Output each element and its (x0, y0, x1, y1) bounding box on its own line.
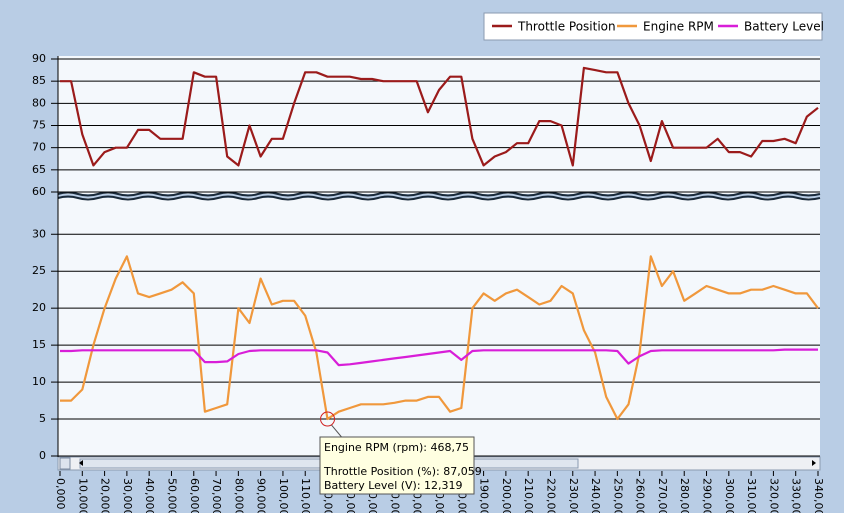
lower-panel (58, 198, 820, 457)
x-tick-label: 220,000 (544, 478, 557, 513)
x-tick-label: 270,000 (656, 478, 669, 513)
scroll-left[interactable] (79, 460, 83, 466)
x-tick-label: 250,000 (611, 478, 624, 513)
series-line (60, 255, 819, 421)
y-tick-label: 65 (32, 163, 46, 176)
y-tick-label: 20 (32, 301, 46, 314)
y-tick-label: 30 (32, 227, 46, 240)
x-tick-label: 240,000 (589, 478, 602, 513)
x-tick-label: 30,000 (121, 478, 134, 513)
y-tick-label: 25 (32, 264, 46, 277)
series-line (60, 348, 818, 367)
y-tick-label: 5 (39, 412, 46, 425)
x-tick-label: 340,000 (812, 478, 825, 513)
x-tick-label: 60,000 (188, 478, 201, 513)
x-tick-label: 20,000 (99, 478, 112, 513)
x-tick-label: 260,000 (634, 478, 647, 513)
hover-marker (320, 411, 336, 427)
tooltip: Engine RPM (rpm): 468,75 Throttle Positio… (319, 411, 482, 495)
y-tick-label: 60 (32, 185, 46, 198)
y-tick-label: 70 (32, 141, 46, 154)
tooltip-line: Throttle Position (%): 87,059 (323, 465, 482, 478)
axis-break (57, 195, 821, 201)
y-tick-label: 0 (39, 449, 46, 462)
y-tick-label: 80 (32, 96, 46, 109)
legend-label: Throttle Position (517, 20, 616, 34)
y-tick-label: 85 (32, 74, 46, 87)
y-tick-label: 90 (32, 52, 46, 65)
x-tick-label: 50,000 (165, 478, 178, 513)
x-tick-label: 80,000 (232, 478, 245, 513)
x-tick-label: 330,000 (790, 478, 803, 513)
tooltip-box (319, 436, 475, 495)
legend-label: Battery Level (744, 20, 824, 34)
x-tick-label: 100,000 (277, 478, 290, 513)
axis-break (57, 191, 821, 197)
x-tick-label: 90,000 (255, 478, 268, 513)
y-tick-label: 10 (32, 375, 46, 388)
tooltip-line: Engine RPM (rpm): 468,75 (324, 441, 469, 454)
legend-label: Engine RPM (643, 20, 714, 34)
x-tick-label: 190,000 (478, 478, 491, 513)
tooltip-line: Battery Level (V): 12,319 (324, 479, 463, 492)
x-tick-label: 200,000 (500, 478, 513, 513)
legend (483, 12, 823, 41)
x-tick-label: 290,000 (701, 478, 714, 513)
x-tick-label: 70,000 (210, 478, 223, 513)
zoom-button[interactable] (59, 457, 71, 470)
tooltip-pointer (331, 424, 342, 438)
x-tick-label: 210,000 (522, 478, 535, 513)
x-tick-label: 300,000 (723, 478, 736, 513)
x-tick-label: 10,000 (76, 478, 89, 513)
scroll-right[interactable] (812, 460, 816, 466)
x-tick-label: 280,000 (678, 478, 691, 513)
x-tick-label: 110,000 (299, 478, 312, 513)
x-tick-label: 40,000 (143, 478, 156, 513)
series-line (60, 66, 819, 167)
x-tick-label: 320,000 (767, 478, 780, 513)
x-tick-label: 0,000 (54, 478, 67, 510)
y-tick-label: 15 (32, 338, 46, 351)
y-tick-label: 75 (32, 119, 46, 132)
x-tick-label: 310,000 (745, 478, 758, 513)
x-tick-label: 230,000 (567, 478, 580, 513)
